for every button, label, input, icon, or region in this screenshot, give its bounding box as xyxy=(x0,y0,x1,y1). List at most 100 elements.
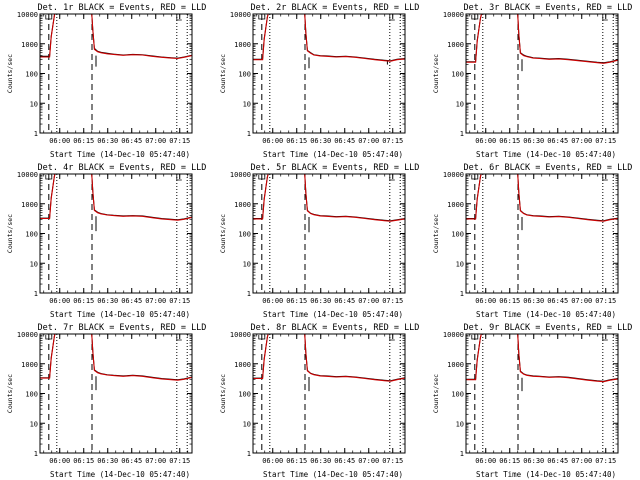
x-tick-label: 07:00 xyxy=(145,457,166,465)
lld-series-line xyxy=(40,14,192,60)
bracket-marker xyxy=(471,15,479,20)
y-tick-label: 1 xyxy=(34,450,38,458)
plot-frame xyxy=(39,333,193,454)
x-tick-label: 07:00 xyxy=(571,457,592,465)
x-tick-label: 06:30 xyxy=(310,457,331,465)
y-tick-label: 1 xyxy=(247,450,251,458)
chart-title: Det. 7r BLACK = Events, RED = LLD xyxy=(38,323,207,333)
x-tick-label: 06:30 xyxy=(97,137,118,145)
y-tick-label: 100 xyxy=(451,71,464,79)
x-tick-label: 06:00 xyxy=(49,457,70,465)
events-series-line xyxy=(253,14,405,62)
y-axis-label: Counts/sec xyxy=(432,54,440,93)
x-tick-label: 06:15 xyxy=(286,137,307,145)
bracket-marker xyxy=(389,175,395,181)
x-tick-label: 07:15 xyxy=(382,297,403,305)
x-tick-label: 07:15 xyxy=(169,457,190,465)
x-tick-label: 06:45 xyxy=(334,297,355,305)
y-tick-label: 1 xyxy=(460,290,464,298)
y-tick-label: 100 xyxy=(451,231,464,239)
x-tick-label: 07:00 xyxy=(145,137,166,145)
y-tick-label: 10000 xyxy=(230,11,251,19)
bracket-marker xyxy=(258,15,266,20)
bracket-marker xyxy=(45,175,53,180)
chart-title: Det. 4r BLACK = Events, RED = LLD xyxy=(38,163,207,173)
x-axis-label: Start Time (14-Dec-10 05:47:40) xyxy=(476,310,616,319)
y-axis-label: Counts/sec xyxy=(219,214,227,253)
detector-panel: Det. 2r BLACK = Events, RED = LLD Counts/… xyxy=(219,3,419,159)
y-axis-label: Counts/sec xyxy=(432,374,440,413)
bracket-marker xyxy=(45,15,53,20)
x-tick-label: 07:15 xyxy=(382,457,403,465)
plot-area xyxy=(466,174,618,293)
y-tick-label: 10000 xyxy=(443,11,464,19)
plot-area xyxy=(40,334,192,453)
y-tick-label: 1 xyxy=(247,290,251,298)
y-tick-label: 10 xyxy=(456,100,464,108)
y-tick-label: 10 xyxy=(456,260,464,268)
y-axis-label: Counts/sec xyxy=(219,54,227,93)
bracket-marker xyxy=(389,335,395,341)
detector-panel: Det. 3r BLACK = Events, RED = LLD Counts/… xyxy=(432,3,632,159)
y-tick-label: 10 xyxy=(456,420,464,428)
bracket-marker xyxy=(176,175,182,181)
bracket-marker xyxy=(602,335,608,341)
y-tick-label: 1000 xyxy=(21,41,38,49)
x-tick-label: 06:30 xyxy=(97,297,118,305)
bracket-marker xyxy=(258,335,266,340)
x-tick-label: 06:00 xyxy=(475,457,496,465)
y-tick-label: 10000 xyxy=(17,331,38,339)
bracket-marker xyxy=(471,175,479,180)
plot-frame xyxy=(252,173,406,294)
y-tick-label: 10000 xyxy=(443,171,464,179)
x-tick-label: 06:15 xyxy=(499,297,520,305)
y-tick-label: 1 xyxy=(460,130,464,138)
x-axis-label: Start Time (14-Dec-10 05:47:40) xyxy=(263,310,403,319)
x-tick-label: 07:15 xyxy=(595,297,616,305)
chart-title: Det. 1r BLACK = Events, RED = LLD xyxy=(38,3,207,13)
bracket-marker xyxy=(471,335,479,340)
events-series-line xyxy=(40,334,192,381)
y-tick-label: 10000 xyxy=(230,171,251,179)
plot-area xyxy=(466,334,618,453)
y-tick-label: 1 xyxy=(460,450,464,458)
y-tick-label: 10000 xyxy=(230,331,251,339)
y-tick-label: 10 xyxy=(30,260,38,268)
detector-panel: Det. 6r BLACK = Events, RED = LLD Counts/… xyxy=(432,163,633,319)
plot-area xyxy=(40,14,192,133)
bracket-marker xyxy=(176,335,182,341)
x-tick-label: 07:00 xyxy=(145,297,166,305)
plot-frame xyxy=(465,13,619,134)
detector-panel: Det. 5r BLACK = Events, RED = LLD Counts/… xyxy=(219,163,419,319)
x-tick-label: 06:30 xyxy=(310,137,331,145)
y-tick-label: 1000 xyxy=(234,361,251,369)
y-axis-label: Counts/sec xyxy=(6,214,14,253)
x-axis-label: Start Time (14-Dec-10 05:47:40) xyxy=(50,470,190,479)
plot-area xyxy=(253,14,405,133)
x-tick-label: 07:00 xyxy=(358,297,379,305)
y-tick-label: 10 xyxy=(243,100,251,108)
x-tick-label: 07:00 xyxy=(358,457,379,465)
y-axis-label: Counts/sec xyxy=(6,54,14,93)
y-tick-label: 100 xyxy=(25,391,38,399)
x-tick-label: 06:45 xyxy=(547,137,568,145)
x-tick-label: 06:00 xyxy=(262,137,283,145)
x-tick-label: 06:00 xyxy=(475,137,496,145)
x-tick-label: 06:30 xyxy=(523,457,544,465)
bracket-marker xyxy=(389,15,395,21)
chart-title: Det. 6r BLACK = Events, RED = LLD xyxy=(464,163,633,173)
y-tick-label: 10 xyxy=(243,420,251,428)
plot-frame xyxy=(465,173,619,294)
x-tick-label: 06:45 xyxy=(547,297,568,305)
y-tick-label: 100 xyxy=(238,231,251,239)
detector-panel: Det. 7r BLACK = Events, RED = LLD Counts/… xyxy=(6,323,207,479)
y-tick-label: 10 xyxy=(30,420,38,428)
events-series-line xyxy=(466,334,618,382)
lld-series-line xyxy=(253,334,405,382)
events-series-line xyxy=(466,174,618,222)
events-series-line xyxy=(253,174,405,222)
x-tick-label: 07:15 xyxy=(382,137,403,145)
events-series-line xyxy=(253,334,405,382)
x-tick-label: 06:15 xyxy=(499,137,520,145)
x-axis-label: Start Time (14-Dec-10 05:47:40) xyxy=(476,150,616,159)
